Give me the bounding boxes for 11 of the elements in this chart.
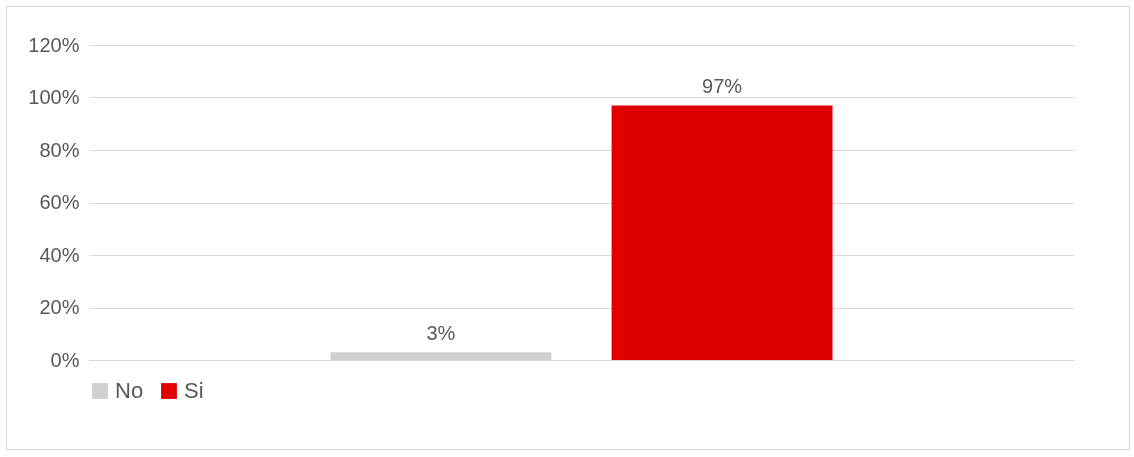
y-tick-label: 20%: [39, 296, 80, 318]
y-tick-label: 0%: [50, 348, 80, 371]
y-tick-label: 80%: [39, 138, 80, 161]
y-tick-label: 100%: [28, 86, 80, 108]
legend-label: No: [115, 378, 144, 403]
data-label: 97%: [702, 75, 743, 98]
legend-label: Si: [184, 378, 204, 403]
y-tick-label: 60%: [39, 191, 80, 213]
y-tick-label: 120%: [28, 33, 80, 56]
data-label: 3%: [426, 322, 456, 345]
y-tick-label: 40%: [39, 243, 80, 266]
